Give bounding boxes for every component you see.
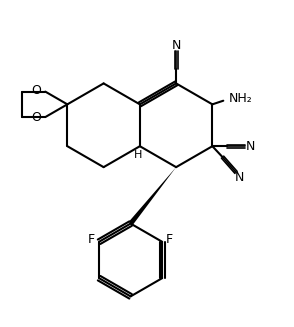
Polygon shape (129, 167, 176, 225)
Text: N: N (171, 39, 181, 52)
Text: N: N (246, 140, 255, 153)
Text: F: F (166, 233, 173, 247)
Text: F: F (88, 233, 95, 247)
Text: H: H (134, 150, 142, 160)
Text: N: N (235, 171, 244, 184)
Text: O: O (31, 84, 41, 97)
Text: O: O (31, 111, 41, 124)
Text: NH₂: NH₂ (229, 93, 253, 105)
